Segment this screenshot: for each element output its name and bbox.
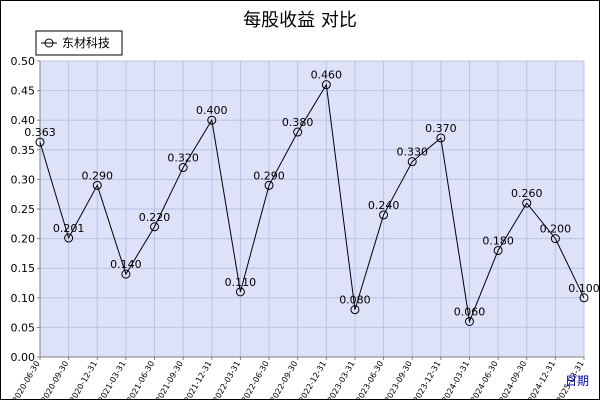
data-point (178, 163, 188, 173)
data-point (493, 245, 503, 255)
x-tick-label: 2020-09-30 (39, 360, 70, 400)
legend: 东材科技 (35, 30, 123, 56)
data-label: 0.200 (540, 223, 572, 236)
x-tick-label: 2022-12-31 (297, 360, 328, 400)
data-label: 0.330 (396, 146, 428, 159)
data-point (522, 198, 532, 208)
x-tick-label: 2021-09-30 (154, 360, 185, 400)
data-label: 0.363 (24, 126, 56, 139)
data-label: 0.201 (53, 222, 85, 235)
data-point (350, 305, 360, 315)
legend-label: 东材科技 (62, 36, 110, 50)
y-tick-label: 0.25 (11, 203, 36, 216)
data-label: 0.290 (82, 169, 114, 182)
x-axis-label: 日期 (565, 374, 589, 388)
y-tick-label: 0.50 (11, 55, 36, 68)
data-points: 0.363 0.201 0.290 0.140 0.220 0.320 0.400 0.110… (24, 69, 600, 326)
series-line (39, 83, 585, 324)
data-label: 0.320 (167, 152, 199, 165)
x-tick-label: 2022-06-30 (240, 360, 271, 400)
data-point (92, 180, 102, 190)
data-label: 0.060 (454, 305, 486, 318)
data-point (321, 80, 331, 90)
data-label: 0.370 (425, 122, 457, 135)
x-tick-label: 2022-09-30 (268, 360, 299, 400)
y-axis-ticks: 0.00 0.05 0.10 0.15 0.20 0.25 0.30 0.35 0.40 0.45… (11, 55, 40, 364)
x-axis-ticks: 2020-06-302020-09-302020-12-312021-03-31… (11, 357, 586, 400)
data-label: 0.460 (311, 69, 343, 82)
data-label: 0.400 (196, 104, 228, 117)
x-tick-label: 2022-03-31 (211, 360, 242, 400)
data-point (64, 233, 74, 243)
x-tick-label: 2021-12-31 (182, 360, 213, 400)
data-label: 0.080 (339, 294, 371, 307)
x-tick-label: 2023-09-30 (383, 360, 414, 400)
data-label: 0.240 (368, 199, 400, 212)
data-point (264, 180, 274, 190)
data-point (150, 222, 160, 232)
grid-lines (39, 60, 585, 358)
data-label: 0.380 (282, 116, 314, 129)
y-tick-label: 0.15 (11, 262, 36, 275)
data-label: 0.180 (482, 234, 514, 247)
data-label: 0.220 (139, 211, 171, 224)
x-tick-label: 2021-06-30 (125, 360, 156, 400)
y-tick-label: 0.35 (11, 144, 36, 157)
x-tick-label: 2020-12-31 (68, 360, 99, 400)
chart-title: 每股收益 对比 (243, 10, 357, 31)
y-tick-label: 0.30 (11, 173, 36, 186)
x-tick-label: 2024-09-30 (497, 360, 528, 400)
y-tick-label: 0.20 (11, 233, 36, 246)
y-tick-label: 0.45 (11, 85, 36, 98)
data-point (379, 210, 389, 220)
data-point (436, 133, 446, 143)
data-point (207, 115, 217, 125)
data-point (121, 269, 131, 279)
x-tick-label: 2024-06-30 (469, 359, 500, 400)
x-tick-label: 2023-06-30 (354, 360, 385, 400)
y-tick-label: 0.05 (11, 321, 36, 334)
x-tick-label: 2023-03-31 (326, 360, 357, 400)
data-point (235, 287, 245, 297)
y-tick-label: 0.10 (11, 292, 36, 305)
y-tick-label: 0.40 (11, 114, 36, 127)
data-label: 0.290 (253, 169, 285, 182)
y-tick-label: 0.00 (11, 351, 36, 364)
data-label: 0.140 (110, 258, 142, 271)
data-point (464, 316, 474, 326)
data-label: 0.110 (225, 276, 257, 289)
data-point (293, 127, 303, 137)
x-tick-label: 2024-03-31 (440, 360, 471, 400)
data-point (35, 137, 45, 147)
legend-marker (44, 38, 54, 48)
data-label: 0.260 (511, 187, 543, 200)
data-point (579, 293, 589, 303)
data-point (550, 234, 560, 244)
x-tick-label: 2020-06-30 (11, 360, 42, 400)
data-point (407, 157, 417, 167)
x-tick-label: 2021-03-31 (97, 360, 128, 400)
x-tick-label: 2023-12-31 (412, 360, 443, 400)
x-tick-label: 2024-12-31 (526, 360, 557, 400)
data-label: 0.100 (568, 282, 600, 295)
